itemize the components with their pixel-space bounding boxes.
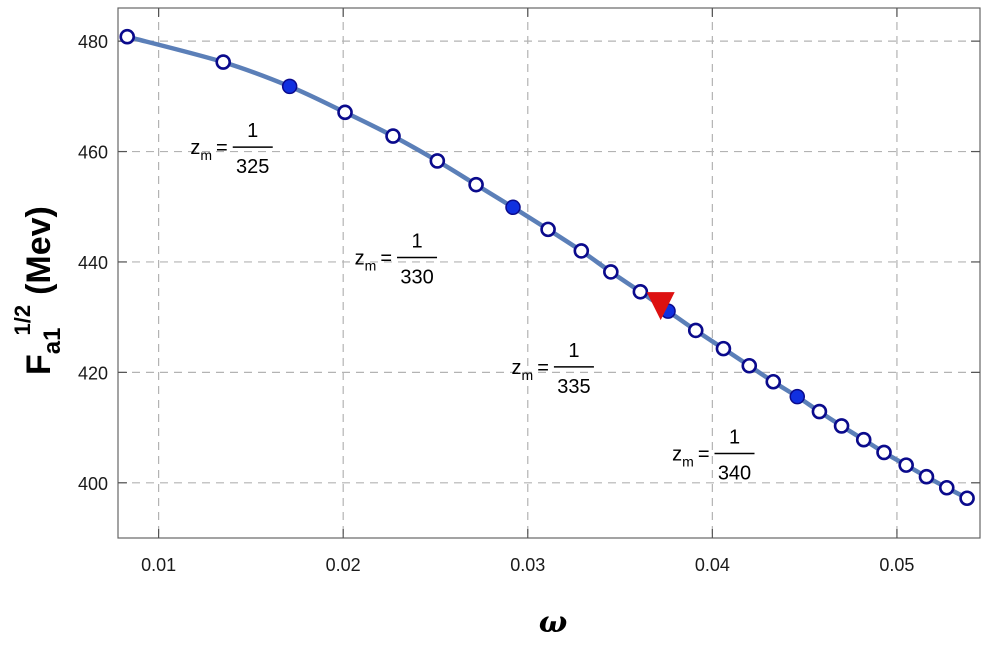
- x-axis-label: ω: [539, 605, 568, 640]
- open-marker: [959, 490, 975, 507]
- x-tick-label: 0.01: [141, 555, 176, 575]
- y-tick-label: 420: [78, 363, 108, 383]
- grid: [118, 8, 980, 538]
- zm-annotation: zm = 1 325: [190, 120, 273, 178]
- x-tick-label: 0.05: [879, 555, 914, 575]
- open-marker: [632, 283, 649, 300]
- annotation-denominator: 335: [557, 376, 590, 398]
- zm-annotation: zm = 1 330: [355, 231, 438, 289]
- triangle-marker: [646, 292, 675, 321]
- y-tick-label: 460: [78, 143, 108, 163]
- annotation-denominator: 340: [718, 463, 751, 485]
- annotation-numerator: 1: [247, 120, 258, 142]
- open-marker: [833, 418, 850, 434]
- y-label-base: F: [20, 354, 58, 375]
- y-tick-label: 440: [78, 253, 108, 273]
- annotation-sub: m: [200, 147, 212, 163]
- annotation-sub: m: [365, 258, 377, 274]
- open-marker: [385, 128, 401, 144]
- open-marker: [741, 357, 758, 374]
- open-marker: [811, 403, 828, 420]
- open-marker: [603, 264, 619, 280]
- annotation-sub: m: [682, 454, 694, 470]
- filled-marker: [281, 78, 298, 95]
- y-tick-label: 480: [78, 32, 108, 52]
- open-marker: [715, 340, 732, 357]
- zm-annotation: zm = 1 340: [672, 427, 755, 485]
- annotation-sub: m: [522, 367, 534, 383]
- annotation-var: z: [672, 444, 682, 466]
- series-layer: [119, 28, 975, 507]
- annotation-denominator: 330: [400, 267, 433, 289]
- open-marker: [119, 28, 136, 45]
- filled-marker: [789, 388, 806, 405]
- annotation-numerator: 1: [568, 340, 579, 362]
- annotation-eq: =: [380, 248, 392, 270]
- zm-annotation: zm = 1 335: [512, 340, 594, 398]
- open-marker: [337, 104, 353, 121]
- open-marker: [898, 457, 914, 473]
- annotation-eq: =: [698, 444, 710, 466]
- annotation-lhs: zm =: [672, 444, 709, 470]
- open-marker: [687, 322, 704, 339]
- annotation-denominator: 325: [236, 156, 269, 178]
- y-axis-label: Fa11/2 (Mev): [10, 206, 66, 375]
- annotation-lhs: zm =: [190, 137, 227, 163]
- annotation-var: z: [190, 137, 200, 159]
- open-marker: [855, 431, 872, 448]
- open-marker: [918, 468, 935, 485]
- y-axis: 400 420 440 460 480: [78, 32, 980, 494]
- x-tick-label: 0.03: [510, 555, 545, 575]
- annotation-eq: =: [537, 357, 549, 379]
- annotation-eq: =: [216, 137, 228, 159]
- y-label-superscript: 1/2: [10, 305, 35, 336]
- annotation-lhs: zm =: [512, 357, 549, 383]
- open-marker: [215, 54, 232, 70]
- x-tick-label: 0.04: [695, 555, 730, 575]
- annotation-var: z: [512, 357, 522, 379]
- y-label-subscript: a1: [39, 328, 66, 355]
- open-marker: [573, 243, 590, 259]
- open-marker: [938, 479, 955, 496]
- filled-marker: [505, 199, 521, 216]
- annotation-var: z: [355, 248, 365, 270]
- x-axis: 0.01 0.02 0.03 0.04 0.05: [141, 8, 914, 575]
- plot-frame: [117, 7, 981, 539]
- y-label-unit: (Mev): [20, 206, 58, 295]
- open-marker: [429, 153, 446, 169]
- open-marker: [876, 444, 892, 461]
- annotation-numerator: 1: [729, 427, 740, 449]
- annotation-numerator: 1: [411, 231, 422, 253]
- y-tick-label: 400: [78, 474, 108, 494]
- annotation-lhs: zm =: [355, 248, 392, 274]
- x-tick-label: 0.02: [326, 555, 361, 575]
- open-marker: [765, 373, 782, 390]
- open-marker: [540, 221, 556, 238]
- open-marker: [468, 176, 484, 193]
